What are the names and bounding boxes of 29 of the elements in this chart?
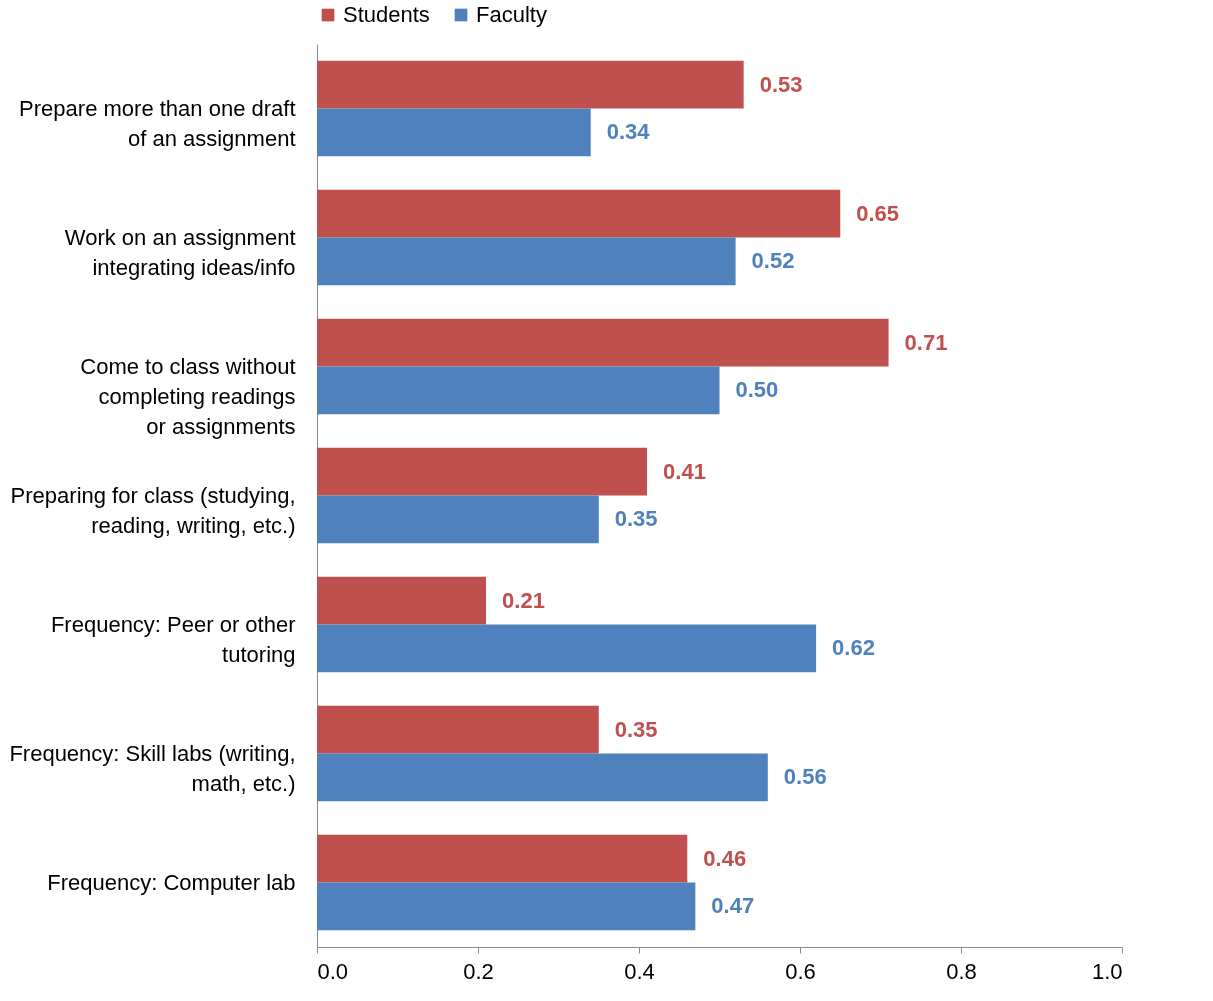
- y-tick-label: Frequency: Skill labs (writing, math, etc.): [9, 740, 296, 796]
- y-tick-label: Prepare more than one draft of an assignment: [19, 95, 296, 151]
- data-label: 0.62: [832, 635, 875, 661]
- data-label: 0.65: [856, 200, 900, 226]
- data-label: 0.35: [614, 506, 658, 532]
- data-label: 0.34: [606, 119, 651, 145]
- x-tick-label: 0.6: [785, 958, 816, 984]
- legend-label: Faculty: [476, 2, 547, 27]
- data-label: 0.56: [783, 764, 827, 790]
- x-tick-label: 0.8: [946, 958, 977, 984]
- x-tick-label: 1.0: [1091, 958, 1123, 984]
- y-tick-label: Frequency: Computer lab: [47, 869, 296, 895]
- x-tick-label: 0.4: [624, 958, 655, 984]
- y-tick-label: Come to class without completing readings or assignments: [80, 353, 296, 439]
- legend-label: Students: [343, 2, 430, 27]
- y-tick-label: Work on an assignment integrating ideas/info: [64, 224, 296, 280]
- data-label: 0.46: [703, 845, 747, 871]
- data-label: 0.21: [502, 587, 545, 613]
- x-tick-label: 0.0: [317, 958, 349, 984]
- data-label: 0.53: [759, 71, 803, 97]
- data-label: 0.35: [614, 716, 658, 742]
- y-tick-label: Frequency: Peer or other tutoring: [50, 611, 296, 667]
- x-tick-label: 0.2: [463, 958, 494, 984]
- data-label: 0.47: [711, 893, 755, 919]
- y-tick-label: Preparing for class (studying, reading, writing, etc.): [10, 482, 296, 538]
- data-label: 0.71: [904, 329, 948, 355]
- data-label: 0.41: [663, 458, 706, 484]
- data-label: 0.50: [735, 377, 779, 403]
- data-label: 0.52: [751, 248, 795, 274]
